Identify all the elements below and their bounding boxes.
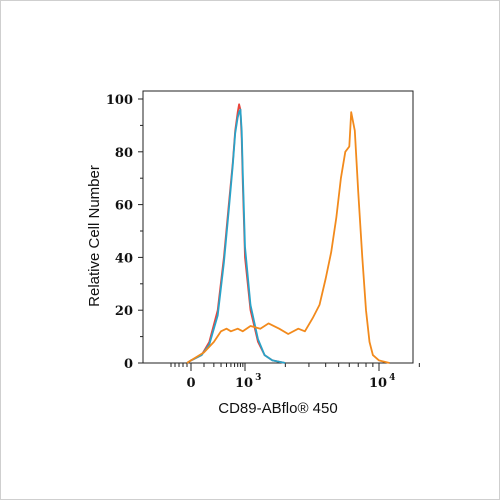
x-tick-exponent: 4	[389, 373, 395, 383]
x-tick-label: 0	[186, 376, 195, 391]
plot-area	[142, 90, 414, 364]
y-axis: 0 20 40 60 80 100	[106, 93, 143, 372]
x-tick-base: 10	[369, 376, 387, 391]
y-tick-label: 20	[115, 304, 133, 319]
y-tick-label: 60	[115, 199, 133, 214]
x-tick-label: 10 3	[235, 373, 261, 391]
y-tick-label: 100	[106, 93, 133, 108]
y-tick-label: 0	[124, 357, 133, 372]
x-tick-exponent: 3	[255, 373, 261, 383]
series-line-3	[186, 111, 390, 364]
y-axis-label: Relative Cell Number	[86, 165, 103, 307]
series-line-2	[186, 108, 286, 364]
x-tick-label: 10 4	[369, 373, 395, 391]
y-tick-label: 40	[115, 251, 133, 266]
x-axis-label: CD89-ABflo® 450	[218, 400, 337, 417]
x-axis: 0 10 3 10 4	[170, 363, 420, 391]
y-tick-label: 80	[115, 146, 133, 161]
series-layer	[186, 103, 390, 364]
x-tick-base: 10	[235, 376, 253, 391]
